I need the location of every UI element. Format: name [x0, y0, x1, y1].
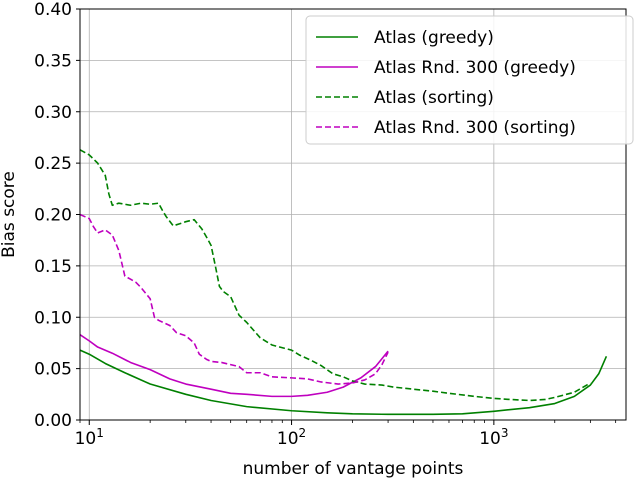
x-axis-label: number of vantage points	[243, 459, 464, 479]
legend-label-2: Atlas (sorting)	[374, 88, 494, 108]
series-line-2	[79, 149, 591, 402]
legend-box	[305, 15, 634, 145]
legend-label-0: Atlas (greedy)	[374, 28, 494, 48]
x-tick-label: 103	[479, 426, 508, 449]
x-tick-base: 10	[75, 429, 97, 449]
x-tick-exponent: 2	[299, 426, 307, 440]
legend: Atlas (greedy) Atlas Rnd. 300 (greedy) Atl…	[305, 15, 634, 145]
series-layer	[79, 149, 608, 416]
y-tick-label: 0.05	[34, 360, 72, 380]
x-tick-exponent: 3	[501, 426, 509, 440]
y-tick-label: 0.10	[34, 308, 72, 328]
y-axis-label: Bias score	[0, 171, 19, 258]
y-tick-label: 0.25	[34, 154, 72, 174]
legend-label-3: Atlas Rnd. 300 (sorting)	[374, 118, 576, 138]
series-line-3	[79, 213, 389, 385]
series-line-0	[79, 349, 608, 416]
y-tick-label: 0.35	[34, 51, 72, 71]
y-tick-label: 0.30	[34, 103, 72, 123]
legend-label-1: Atlas Rnd. 300 (greedy)	[374, 58, 576, 78]
y-tick-label: 0.20	[34, 206, 72, 226]
y-tick-label: 0.00	[34, 411, 72, 431]
x-tick-base: 10	[479, 429, 501, 449]
x-tick-exponent: 1	[96, 426, 104, 440]
x-tick-base: 10	[277, 429, 299, 449]
y-tick-label: 0.40	[34, 0, 72, 20]
y-tick-label: 0.15	[34, 257, 72, 277]
x-tick-label: 102	[277, 426, 306, 449]
x-tick-label: 101	[75, 426, 104, 449]
series-line-1	[79, 334, 389, 398]
